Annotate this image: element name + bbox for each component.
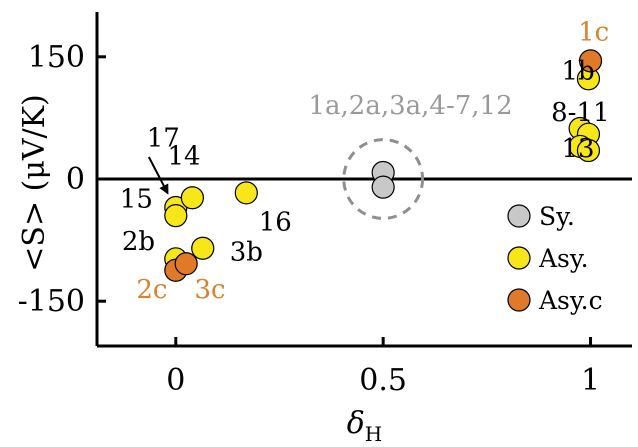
x-tick-label: 0 [166, 363, 185, 398]
point-annotation: 17 [147, 123, 180, 153]
point-annotation: 3c [194, 275, 225, 305]
point-annotation: 16 [259, 207, 292, 237]
legend-label: Sy. [539, 202, 575, 231]
data-point-asy [576, 138, 601, 163]
y-tick-label: 0 [66, 162, 85, 197]
point-annotation: 2c [136, 275, 167, 305]
point-annotation: 1a,2a,3a,4-7,12 [309, 91, 513, 121]
data-point-asy [180, 186, 204, 210]
point-annotation: 13 [561, 134, 594, 164]
data-point-asy [191, 236, 215, 260]
legend-marker [507, 246, 531, 270]
y-tick-label: -150 [18, 284, 85, 319]
data-point-sy [371, 175, 395, 199]
y-axis-label: <S> (μV/K) [17, 94, 52, 271]
legend-label: Asy. [538, 244, 589, 273]
x-tick-label: 1 [581, 363, 600, 398]
legend-label: Asy.c [538, 286, 603, 315]
point-annotation: 14 [168, 141, 201, 171]
x-tick-label: 0.5 [359, 363, 407, 398]
point-annotation: 1c [578, 18, 609, 48]
point-annotation: 15 [120, 185, 153, 215]
x-axis-label-subscript: H [365, 422, 382, 446]
plot-area: -150 0 150 0 0.5 1 δH <S> (μV/K) 1c 1b 8-11 13 1a,2a… [17, 12, 632, 446]
y-tick-label: 150 [28, 40, 85, 75]
point-annotation: 3b [230, 237, 263, 267]
legend-marker [507, 288, 531, 312]
data-point-asy [234, 181, 258, 205]
point-annotation: 1b [561, 57, 594, 87]
data-point-asy [164, 204, 188, 228]
point-annotation: 2b [122, 227, 155, 257]
dashed-circle [342, 138, 425, 220]
data-point-asyc [174, 252, 198, 276]
legend-marker [507, 204, 531, 228]
point-annotation: 8-11 [551, 98, 609, 128]
annotation-arrow [147, 156, 169, 195]
data-point-asyc [578, 49, 603, 73]
x-axis-label: δH [347, 406, 383, 446]
